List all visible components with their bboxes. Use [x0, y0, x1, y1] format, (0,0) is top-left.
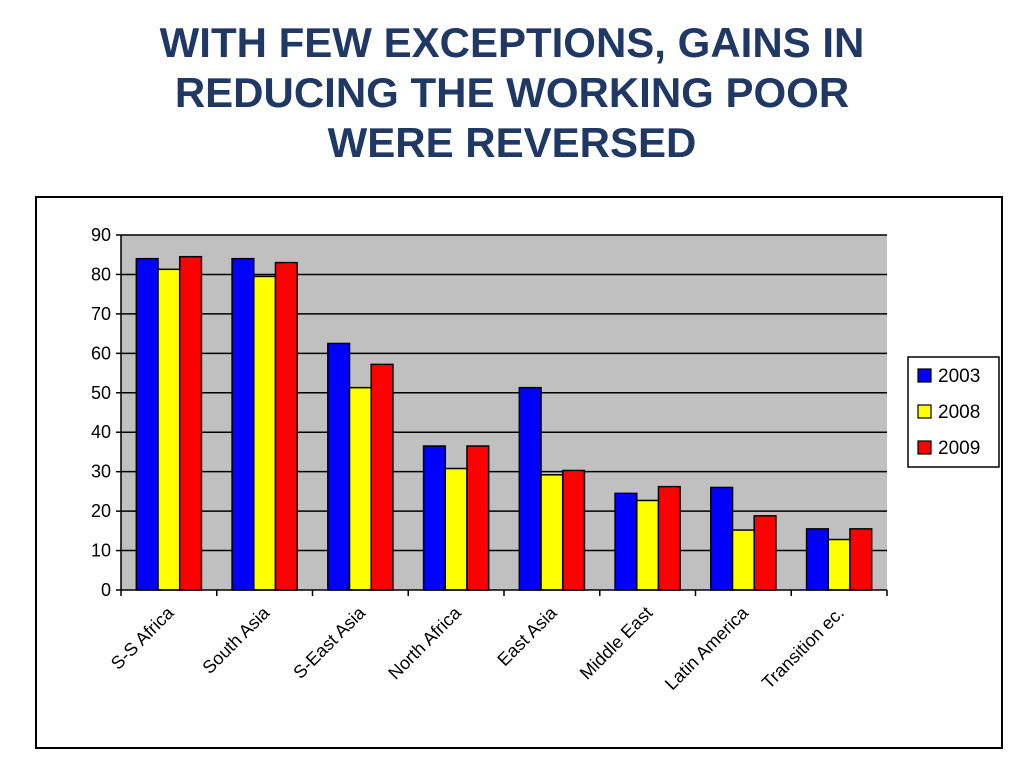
bar-2008-4 — [540, 474, 564, 591]
y-tick-label: 90 — [91, 225, 111, 245]
x-tick-label: Latin America — [661, 602, 753, 694]
x-tick-label: Middle East — [576, 603, 657, 684]
bar-2009-7 — [849, 528, 873, 591]
bar-2003-1 — [231, 257, 255, 591]
y-tick-label: 60 — [91, 343, 111, 363]
legend-label-2003: 2003 — [938, 366, 980, 387]
bar-2008-5 — [636, 499, 660, 591]
bar-2003-7 — [805, 528, 830, 591]
bar-2009-4 — [561, 469, 586, 591]
title-line-3: WERE REVERSED — [327, 119, 697, 166]
legend-swatch-2008 — [917, 404, 932, 419]
bar-2008-0 — [157, 268, 181, 591]
y-tick-label: 40 — [91, 422, 111, 442]
y-tick-label: 30 — [91, 462, 111, 482]
x-tick-label: Transition ec. — [758, 603, 848, 693]
bar-2008-7 — [827, 538, 851, 591]
slide-title: WITH FEW EXCEPTIONS, GAINS IN REDUCING T… — [0, 18, 1024, 168]
x-tick-label: North Africa — [384, 602, 465, 683]
bar-2008-2 — [348, 386, 372, 591]
bar-2009-1 — [274, 261, 298, 591]
bar-2003-3 — [422, 445, 447, 591]
legend: 2003 2008 2009 — [907, 356, 1000, 468]
y-tick-label: 20 — [91, 501, 111, 521]
chart-frame: 0 10 20 30 40 50 60 70 80 90 S-S Africa South Asia S… — [35, 196, 1003, 749]
bar-2009-0 — [178, 255, 203, 591]
bar-2009-2 — [370, 363, 394, 591]
x-tick-label: East Asia — [493, 602, 561, 670]
x-tick-label: S-S Africa — [107, 602, 178, 673]
bar-2008-6 — [731, 529, 755, 591]
title-line-1: WITH FEW EXCEPTIONS, GAINS IN — [159, 19, 865, 66]
x-tick-label: S-East Asia — [289, 602, 370, 683]
legend-swatch-2003 — [917, 368, 932, 383]
bar-2003-6 — [710, 486, 734, 591]
legend-label-2009: 2009 — [938, 438, 980, 459]
bar-2009-6 — [753, 515, 777, 591]
y-tick-label: 10 — [91, 541, 111, 561]
title-line-2: REDUCING THE WORKING POOR — [174, 69, 850, 116]
y-tick-label: 50 — [91, 383, 111, 403]
bar-chart: 0 10 20 30 40 50 60 70 80 90 S-S Africa South Asia S… — [91, 225, 1000, 694]
legend-label-2008: 2008 — [938, 402, 980, 423]
bar-2008-1 — [253, 275, 277, 591]
y-tick-label: 0 — [101, 580, 111, 600]
bar-2009-3 — [466, 445, 490, 591]
bar-2008-3 — [444, 467, 468, 591]
bar-2003-5 — [614, 492, 638, 591]
bar-2003-0 — [135, 257, 159, 591]
x-tick-label: South Asia — [198, 602, 274, 678]
y-tick-label: 80 — [91, 264, 111, 284]
legend-swatch-2009 — [917, 440, 932, 455]
y-tick-label: 70 — [91, 304, 111, 324]
bar-2003-4 — [518, 386, 542, 591]
bar-2003-2 — [327, 342, 351, 591]
bar-2009-5 — [657, 485, 681, 591]
